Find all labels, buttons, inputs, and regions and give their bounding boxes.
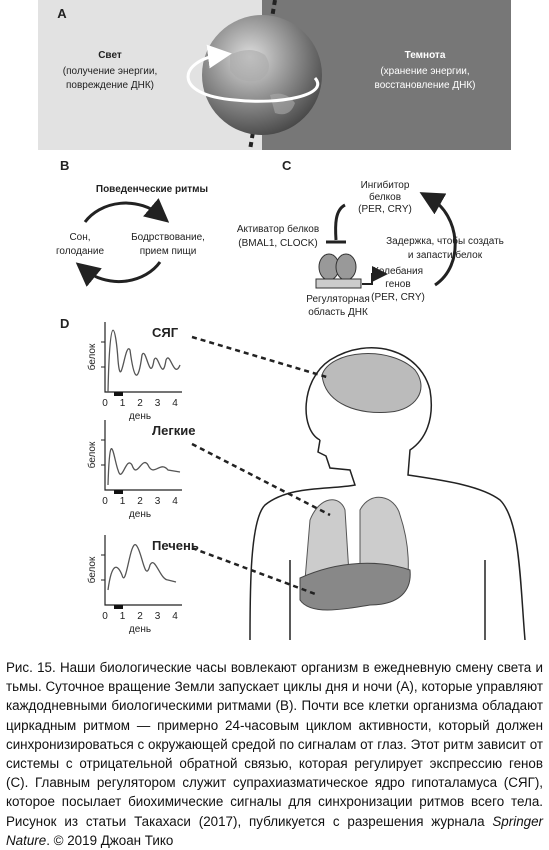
dark-title: Темнота [405,50,446,61]
organ-name: СЯГ [152,325,179,340]
caption: Рис. 15. Наши биологические часы вовлека… [6,658,543,850]
x-tick-label: 2 [137,398,143,409]
inhibitor: Ингибитор [361,179,410,191]
organ-name: Легкие [152,423,196,438]
panel-label: A [57,6,67,21]
x-label: день [129,624,151,635]
x-tick-label: 1 [120,398,126,409]
light-title: Свет [98,50,122,61]
x-tick-label: 2 [137,496,143,507]
activator: Активатор белков [237,223,319,235]
rhythm-curve [107,448,181,486]
orbit [186,44,320,103]
oscillation: Колебания [373,265,423,277]
x-tick-label: 1 [120,611,126,622]
y-label: белок [86,441,98,468]
rhythm-curve [107,544,177,591]
x-tick-label: 0 [102,611,108,622]
brain [321,353,422,414]
caption-italic: Springer Nature [6,813,543,848]
protein [335,253,357,281]
human [249,347,526,641]
organ-name: Печень [152,538,199,553]
x-tick-label: 3 [155,398,161,409]
x-tick-label: 0 [102,496,108,507]
liver [299,562,411,611]
x-tick-label: 3 [155,496,161,507]
axes [104,420,182,491]
b-right: прием пищи [140,246,197,257]
delay: и запасти белок [408,249,483,261]
panel-label: C [282,158,292,173]
x-tick-label: 1 [120,496,126,507]
axes [104,322,182,393]
leader-lines [191,335,331,597]
caption-end: . © 2019 Джоан Тико [46,832,174,848]
region: область ДНК [308,306,368,318]
rhythm-curve [107,329,181,393]
caption-text: Рис. 15. Наши биологические часы вовлека… [6,660,543,829]
dark-text: восстановление ДНК) [375,80,476,91]
b-right: Бодрствование, [131,232,205,243]
x-tick-label: 4 [172,398,178,409]
b-left: Сон, [69,232,90,243]
cycle-arrow [75,261,162,287]
dark-text: (хранение энергии, [380,66,469,77]
panel-label: B [60,158,69,173]
x-tick-label: 3 [155,611,161,622]
panel-label: D [60,316,69,331]
night-bar [114,605,123,609]
gene-arrow [362,266,388,285]
y-label: белок [86,343,98,370]
oscillation: (PER, CRY) [371,292,425,303]
continents [230,50,295,115]
light-text: повреждение ДНК) [66,80,154,91]
x-tick-label: 0 [102,398,108,409]
cycle-arrow [83,198,170,223]
x-tick-label: 2 [137,611,143,622]
inhibitor: (PER, CRY) [358,204,412,215]
x-label: день [129,509,151,520]
x-tick-label: 4 [172,611,178,622]
activator: (BMAL1, CLOCK) [238,238,317,249]
night-bar [114,490,123,494]
y-label: белок [86,556,98,583]
night-bar [114,392,123,396]
oscillation: генов [385,279,410,290]
x-label: день [129,411,151,422]
light-text: (получение энергии, [63,66,158,77]
region: Регуляторная [306,294,370,305]
inhibitor: белков [369,191,401,203]
loop-arrow [419,192,457,287]
x-tick-label: 4 [172,496,178,507]
b-title: Поведенческие ритмы [96,184,208,195]
b-left: голодание [56,246,105,257]
delay: Задержка, чтобы создать [386,235,504,247]
inhibit-line [334,203,346,241]
axes [104,535,182,606]
dna [315,278,362,289]
figure: A Свет (получение энергии, повреждение Д… [38,0,526,641]
